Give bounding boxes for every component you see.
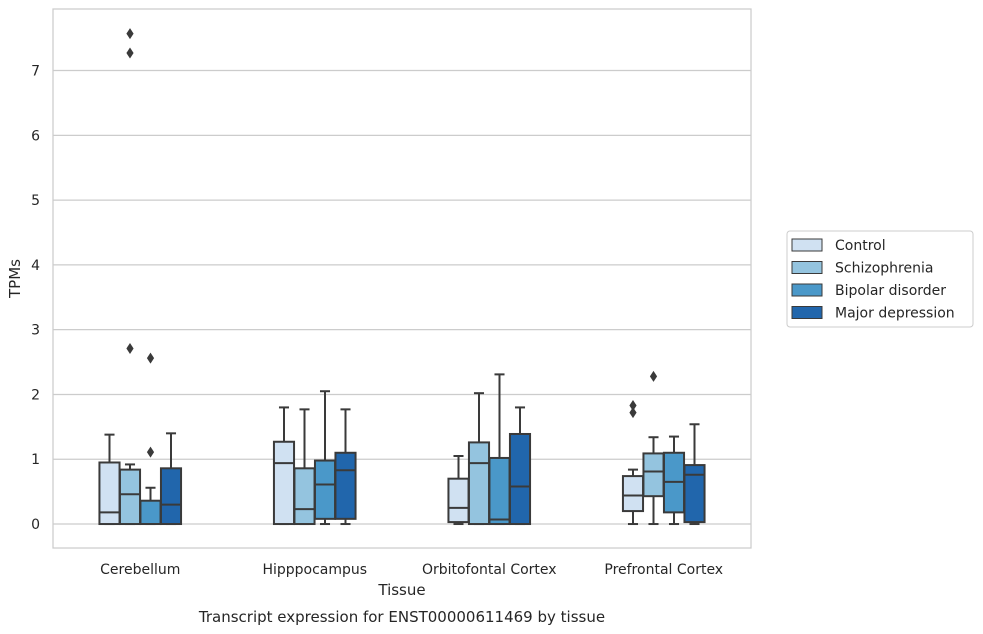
box-body — [98, 461, 121, 526]
legend-swatch — [791, 238, 823, 252]
outlier-marker — [146, 446, 155, 458]
box-1-1 — [293, 408, 316, 526]
box-0-3 — [159, 432, 183, 526]
x-tick-labels: Cerebellum Hipppocampus Orbitofontal Corte… — [100, 562, 723, 578]
box-0-1 — [118, 28, 142, 526]
box-1-0 — [272, 406, 296, 526]
outlier-marker — [146, 352, 155, 364]
box-3-1 — [642, 370, 665, 526]
y-axis-title: TPMs — [6, 259, 24, 299]
box-body — [621, 475, 645, 513]
legend-swatch — [791, 283, 823, 297]
legend-swatch — [791, 261, 823, 274]
y-tick-label: 5 — [31, 193, 40, 209]
box-body — [272, 440, 296, 526]
y-tick-label: 1 — [31, 452, 40, 468]
outlier-marker — [126, 28, 134, 40]
box-0-0 — [98, 433, 121, 526]
box-body — [683, 464, 706, 524]
x-tick-label: Hipppocampus — [262, 562, 367, 578]
box-body — [313, 459, 337, 520]
x-tick-label: Prefrontal Cortex — [604, 562, 723, 578]
box-body — [334, 451, 357, 520]
y-tick-label: 0 — [31, 517, 40, 533]
legend-swatch — [791, 306, 823, 319]
x-axis-title: Tissue — [377, 581, 425, 599]
box-1-3 — [334, 408, 357, 526]
legend-label: Major depression — [835, 306, 955, 322]
y-tick-label: 6 — [31, 128, 40, 144]
box-body — [139, 499, 162, 526]
box-2-3 — [508, 406, 532, 526]
grid-layer — [53, 69, 751, 525]
box-body — [642, 452, 665, 498]
box-3-3 — [683, 423, 706, 526]
box-0-2 — [139, 352, 162, 526]
box-2-2 — [488, 373, 511, 526]
legend-label: Control — [835, 238, 886, 254]
box-body — [447, 477, 470, 524]
box-body — [488, 456, 511, 526]
outlier-marker — [629, 399, 637, 411]
box-body — [293, 467, 316, 526]
legend-frame — [786, 230, 974, 328]
outlier-marker — [629, 407, 637, 419]
x-tick-label: Orbitofontal Cortex — [422, 562, 557, 578]
chart-caption: Transcript expression for ENST0000061146… — [198, 608, 605, 626]
outlier-marker — [126, 342, 134, 354]
y-tick-labels: 0 1 2 3 4 5 6 7 — [31, 64, 40, 533]
legend-label: Schizophrenia — [835, 261, 933, 277]
y-tick-label: 3 — [31, 323, 40, 339]
box-3-2 — [662, 435, 686, 526]
y-tick-label: 4 — [31, 258, 40, 274]
legend-label: Bipolar disorder — [835, 283, 946, 299]
box-body — [159, 467, 183, 526]
y-tick-label: 2 — [31, 387, 40, 403]
plot-area-frame — [52, 8, 752, 549]
box-body — [508, 432, 532, 526]
legend: Control Schizophrenia Bipolar disorder Majo… — [786, 230, 974, 328]
y-tick-label: 7 — [31, 64, 40, 80]
box-2-1 — [467, 392, 491, 526]
box-body — [118, 468, 142, 526]
x-tick-label: Cerebellum — [100, 562, 180, 578]
outlier-marker — [126, 47, 134, 59]
box-2-0 — [447, 455, 470, 526]
box-series-layer — [98, 28, 706, 526]
box-1-2 — [313, 390, 337, 526]
outlier-marker — [649, 370, 658, 382]
box-body — [467, 441, 491, 526]
box-3-0 — [621, 399, 645, 526]
